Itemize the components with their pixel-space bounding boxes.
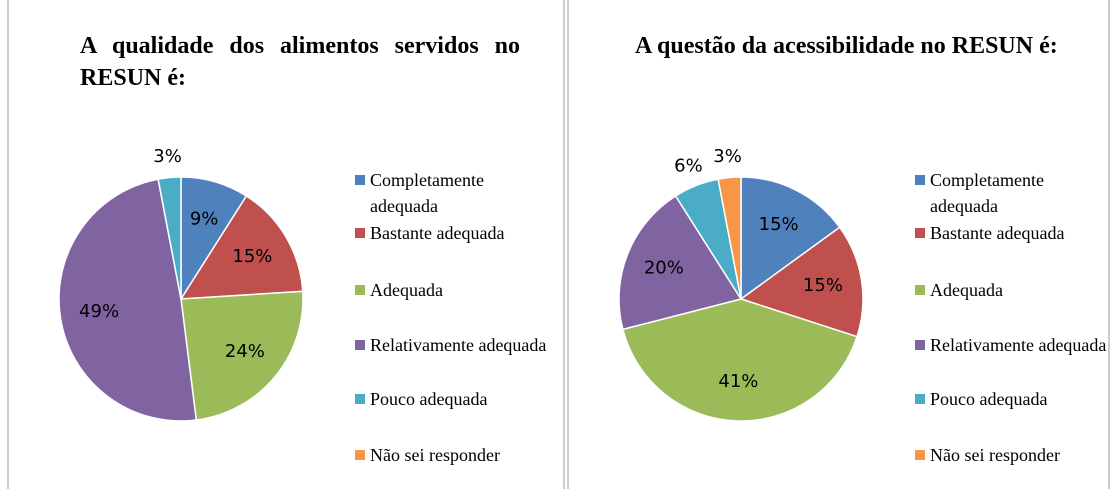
pie-slice: [618, 194, 743, 331]
data-label: 24%: [225, 341, 265, 362]
legend-entry: Não sei responder: [355, 442, 550, 468]
pie-slice: [740, 176, 841, 301]
legend-entry: Pouco adequada: [355, 386, 550, 412]
data-label: 49%: [79, 301, 119, 322]
legend-entry: Adequada: [915, 277, 1110, 303]
legend-swatch: [915, 340, 925, 350]
legend-entry: Completamente adequada: [355, 167, 550, 219]
data-label: 3%: [153, 146, 182, 167]
chart-title: A qualidade dos alimentos servidos no RE…: [80, 33, 520, 91]
legend-swatch: [355, 394, 365, 404]
legend-entry: Pouco adequada: [915, 386, 1110, 412]
pie-slice: [157, 176, 182, 300]
data-label: 6%: [674, 155, 703, 176]
chart-title: A questão da acessibilidade no RESUN é:: [635, 33, 1058, 59]
legend-entry: Adequada: [355, 277, 550, 303]
legend-swatch: [915, 450, 925, 460]
legend-swatch: [915, 175, 925, 185]
legend-swatch: [915, 228, 925, 238]
legend-swatch: [355, 228, 365, 238]
data-label: 3%: [713, 146, 742, 167]
pie-slice: [180, 290, 304, 421]
legend-swatch: [915, 285, 925, 295]
legend-swatch: [915, 394, 925, 404]
data-label: 20%: [644, 257, 684, 278]
legend-swatch: [355, 450, 365, 460]
pie-slice: [179, 194, 304, 300]
legend-entry: Bastante adequada: [355, 220, 550, 246]
legend-swatch: [355, 175, 365, 185]
data-label: 9%: [190, 208, 219, 229]
pie-slice: [717, 176, 742, 300]
legend-swatch: [355, 340, 365, 350]
data-label: 15%: [232, 246, 272, 267]
legend-entry: Relativamente adequada: [915, 332, 1110, 358]
data-label: 15%: [759, 214, 799, 235]
pie-slice: [58, 178, 198, 422]
pie-slice: [621, 298, 858, 422]
legend-entry: Completamente adequada: [915, 167, 1110, 219]
pie-slice: [739, 226, 864, 338]
legend-swatch: [355, 285, 365, 295]
data-label: 41%: [718, 371, 758, 392]
legend-entry: Bastante adequada: [915, 220, 1110, 246]
legend-entry: Relativamente adequada: [355, 332, 550, 358]
data-label: 15%: [803, 275, 843, 296]
legend-entry: Não sei responder: [915, 442, 1110, 468]
